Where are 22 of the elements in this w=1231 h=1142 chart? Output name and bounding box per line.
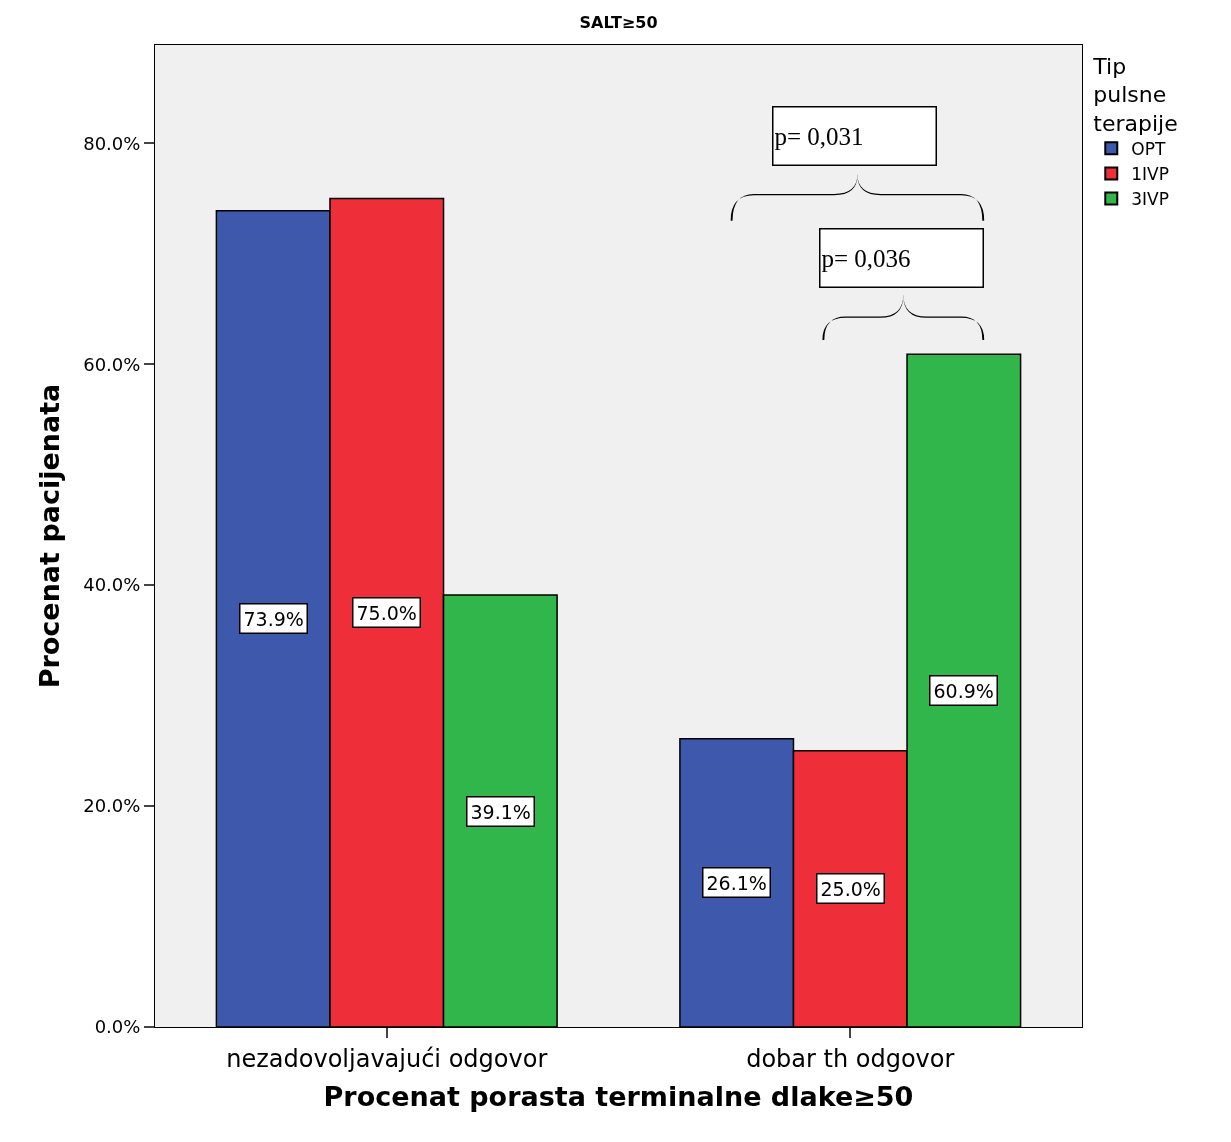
- y-tick-label: 0.0%: [94, 1016, 141, 1038]
- y-tick-label: 40.0%: [83, 574, 141, 596]
- annotation: p= 0,031: [774, 122, 864, 150]
- data-label: 60.9%: [933, 679, 994, 702]
- y-tick-label: 60.0%: [83, 353, 141, 375]
- legend-label: 3IVP: [1131, 189, 1169, 210]
- legend-title: Tip pulsne terapije: [1092, 53, 1178, 136]
- data-label: 26.1%: [706, 871, 767, 894]
- legend-label: 1IVP: [1131, 164, 1169, 185]
- data-label: 73.9%: [243, 607, 304, 630]
- y-axis-title: Procenat pacijenata: [34, 383, 66, 689]
- chart-title: SALT≥50: [579, 13, 658, 33]
- x-tick-label: nezadovoljavajući odgovor: [226, 1044, 548, 1073]
- x-tick-label: dobar th odgovor: [746, 1044, 955, 1073]
- data-label: 25.0%: [820, 877, 881, 900]
- x-axis-title: Procenat porasta terminalne dlake≥50: [323, 1081, 914, 1113]
- data-label: 75.0%: [356, 601, 417, 624]
- y-tick-label: 20.0%: [83, 795, 141, 817]
- y-tick-label: 80.0%: [83, 132, 141, 154]
- legend-label: OPT: [1131, 138, 1166, 159]
- annotation: p= 0,036: [821, 244, 911, 272]
- data-label: 39.1%: [470, 800, 531, 823]
